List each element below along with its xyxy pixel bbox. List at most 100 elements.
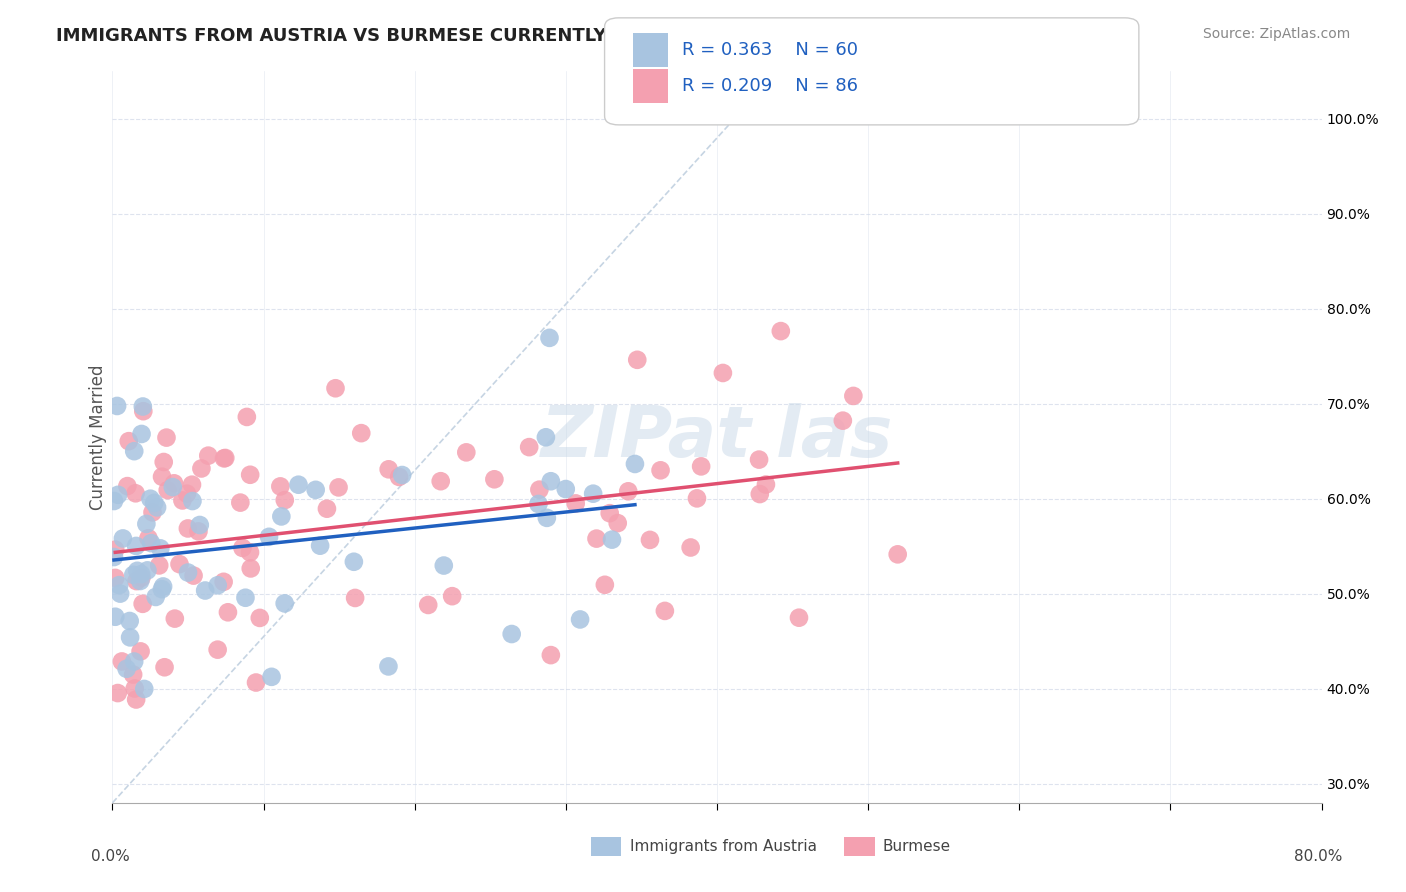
Point — [104, 609, 127, 624]
Point — [139, 491, 162, 506]
Point — [650, 463, 672, 477]
Point — [181, 477, 204, 491]
Point — [831, 414, 853, 428]
Point — [111, 655, 134, 669]
Point — [538, 331, 561, 345]
Point — [125, 574, 148, 588]
Point — [564, 496, 586, 510]
Point — [177, 521, 200, 535]
Point — [120, 631, 142, 645]
Point — [617, 484, 640, 499]
Point — [103, 494, 125, 508]
Point — [787, 610, 810, 624]
Point — [484, 472, 506, 486]
Point — [155, 431, 177, 445]
Point — [145, 590, 167, 604]
Point — [149, 541, 172, 556]
Point — [377, 659, 399, 673]
Point — [236, 409, 259, 424]
Point — [153, 660, 176, 674]
Point — [187, 524, 209, 539]
Point — [212, 451, 235, 466]
Point — [108, 586, 131, 600]
Point — [132, 404, 155, 418]
Point — [115, 662, 138, 676]
Point — [229, 495, 252, 509]
Point — [124, 681, 146, 696]
Y-axis label: Currently Married: Currently Married — [89, 364, 107, 510]
Point — [150, 469, 173, 483]
Point — [540, 475, 562, 489]
Point — [748, 487, 770, 501]
Point — [104, 571, 127, 585]
Point — [235, 591, 257, 605]
Point — [569, 612, 592, 626]
Point — [177, 566, 200, 580]
Point — [325, 381, 347, 395]
Point — [600, 533, 623, 547]
Point — [129, 567, 152, 582]
Point — [441, 589, 464, 603]
Point — [239, 467, 262, 482]
Text: 80.0%: 80.0% — [1294, 849, 1341, 863]
Text: Immigrants from Austria: Immigrants from Austria — [630, 839, 817, 854]
Point — [104, 542, 127, 557]
Point — [429, 474, 451, 488]
Text: Source: ZipAtlas.com: Source: ZipAtlas.com — [1202, 27, 1350, 41]
Point — [103, 549, 125, 564]
Point — [686, 491, 709, 506]
Point — [132, 400, 155, 414]
Point — [111, 532, 134, 546]
Point — [679, 541, 702, 555]
Point — [690, 459, 713, 474]
Point — [886, 547, 908, 561]
Point — [122, 567, 145, 582]
Point — [309, 539, 332, 553]
Point — [143, 496, 166, 510]
Point — [377, 462, 399, 476]
Text: 0.0%: 0.0% — [91, 849, 131, 863]
Point — [150, 582, 173, 596]
Point — [287, 477, 309, 491]
Point — [501, 627, 523, 641]
Text: IMMIGRANTS FROM AUSTRIA VS BURMESE CURRENTLY MARRIED CORRELATION CHART: IMMIGRANTS FROM AUSTRIA VS BURMESE CURRE… — [56, 27, 928, 45]
Point — [118, 614, 141, 628]
Point — [517, 440, 540, 454]
Point — [316, 501, 339, 516]
Point — [344, 591, 367, 605]
Point — [599, 506, 621, 520]
Point — [152, 579, 174, 593]
Point — [172, 493, 194, 508]
Point — [107, 488, 129, 502]
Point — [842, 389, 865, 403]
Point — [176, 487, 198, 501]
Point — [624, 457, 647, 471]
Point — [107, 686, 129, 700]
Point — [131, 571, 153, 585]
Point — [122, 667, 145, 681]
Point — [217, 605, 239, 619]
Point — [536, 511, 558, 525]
Point — [582, 486, 605, 500]
Point — [328, 480, 350, 494]
Point — [131, 427, 153, 442]
Point — [190, 461, 212, 475]
Point — [207, 578, 229, 592]
Point — [343, 555, 366, 569]
Point — [156, 483, 179, 497]
Point — [654, 604, 676, 618]
Point — [350, 426, 373, 441]
Point — [540, 648, 562, 662]
Point — [105, 399, 128, 413]
Point — [527, 497, 550, 511]
Point — [127, 564, 149, 578]
Point — [136, 563, 159, 577]
Point — [638, 533, 661, 547]
Point — [214, 450, 236, 465]
Point — [711, 366, 734, 380]
Text: R = 0.363    N = 60: R = 0.363 N = 60 — [682, 41, 858, 59]
Point — [585, 532, 607, 546]
Point — [125, 692, 148, 706]
Point — [305, 483, 328, 497]
Point — [554, 482, 576, 496]
